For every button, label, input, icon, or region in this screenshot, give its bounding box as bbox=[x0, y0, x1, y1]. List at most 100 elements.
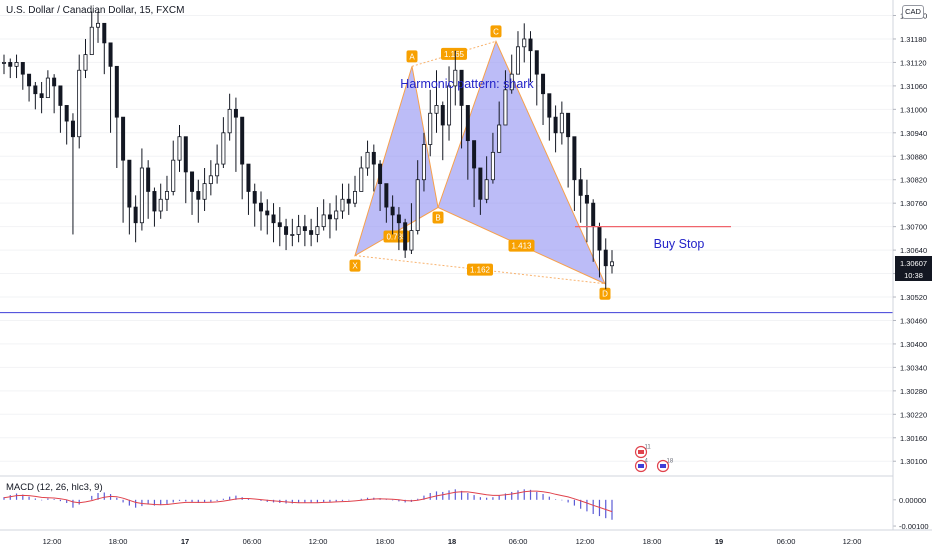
candle-body bbox=[591, 202, 596, 228]
price-tick-label: 1.30640 bbox=[900, 246, 927, 255]
price-tick-label: 1.30460 bbox=[900, 316, 927, 325]
pattern-point-x-marker[interactable] bbox=[349, 259, 361, 272]
candle bbox=[208, 160, 213, 196]
candle-body bbox=[190, 171, 195, 192]
pattern-ratio-line bbox=[411, 40, 497, 67]
candle bbox=[171, 140, 176, 196]
candle-body bbox=[515, 46, 520, 75]
time-tick-label: 06:00 bbox=[777, 537, 796, 546]
pattern-ratio-label: 1.413 bbox=[511, 242, 532, 251]
time-tick-label: 18 bbox=[448, 537, 456, 546]
candle-body bbox=[528, 38, 533, 52]
candle-body bbox=[27, 73, 32, 87]
candle-body bbox=[227, 108, 232, 134]
candle-body bbox=[478, 167, 483, 200]
pattern-ratio-badge[interactable] bbox=[508, 239, 535, 252]
candle bbox=[610, 250, 615, 274]
candle-body bbox=[171, 159, 176, 192]
macd-pane: 0.00000 -0.00100 bbox=[3, 489, 929, 531]
candle bbox=[591, 199, 596, 262]
candle bbox=[258, 191, 263, 231]
economic-events[interactable]: 11 4 18 bbox=[634, 445, 674, 473]
candle-body bbox=[578, 179, 583, 196]
candle-body bbox=[396, 214, 401, 224]
candle-body bbox=[240, 116, 245, 165]
candle-body bbox=[484, 179, 489, 200]
candle bbox=[459, 69, 464, 149]
candle bbox=[121, 116, 126, 223]
candle-body bbox=[346, 198, 351, 204]
price-levels[interactable] bbox=[0, 226, 893, 314]
pattern-point-label: A bbox=[409, 52, 415, 61]
candle-body bbox=[233, 108, 238, 118]
last-price-tag[interactable] bbox=[895, 256, 932, 269]
candle bbox=[465, 105, 470, 180]
pattern-point-a-marker[interactable] bbox=[406, 50, 418, 63]
candle-body bbox=[434, 105, 439, 114]
candle-body bbox=[459, 69, 464, 106]
candle-body bbox=[359, 167, 364, 192]
time-tick-label: 12:00 bbox=[309, 537, 328, 546]
harmonic-pattern[interactable]: X A B C D 1.165 0.785 1.413 1.162 bbox=[349, 25, 611, 300]
pattern-ratio-badge[interactable] bbox=[383, 230, 410, 243]
candle bbox=[102, 22, 107, 75]
price-tick-label: 1.30100 bbox=[900, 457, 927, 466]
candle-body bbox=[603, 249, 608, 267]
candle-body bbox=[321, 214, 326, 228]
candle-body bbox=[547, 93, 552, 118]
pattern-ratio-badge[interactable] bbox=[441, 47, 467, 60]
candle bbox=[559, 101, 564, 145]
price-axis[interactable]: 1.312401.311801.311201.310601.310001.309… bbox=[892, 0, 932, 530]
candle bbox=[246, 163, 251, 215]
candle-body bbox=[365, 151, 370, 169]
pattern-point-d-marker[interactable] bbox=[599, 287, 611, 300]
candle-body bbox=[584, 194, 589, 204]
price-tick-label: 1.31060 bbox=[900, 82, 927, 91]
candle-body bbox=[89, 26, 94, 56]
candle bbox=[447, 66, 452, 141]
candle-body bbox=[164, 191, 169, 200]
pattern-ratio-label: 1.165 bbox=[444, 50, 465, 59]
currency-badge[interactable]: CAD bbox=[902, 5, 924, 19]
candle-body bbox=[177, 136, 182, 161]
candle-body bbox=[302, 226, 307, 231]
candle bbox=[139, 148, 144, 231]
candle-body bbox=[133, 206, 138, 224]
candle-body bbox=[353, 191, 358, 204]
candle-body bbox=[64, 105, 69, 122]
pattern-title: Harmonic pattern: shark bbox=[400, 77, 534, 91]
time-tick-label: 12:00 bbox=[843, 537, 862, 546]
candle bbox=[472, 140, 477, 208]
candle-body bbox=[534, 50, 539, 75]
candle bbox=[421, 132, 426, 192]
pattern-point-b-marker[interactable] bbox=[432, 211, 444, 224]
candle-body bbox=[2, 62, 7, 64]
candle bbox=[509, 54, 514, 94]
candle bbox=[409, 203, 414, 255]
candle bbox=[271, 203, 276, 243]
candle-body bbox=[566, 112, 571, 138]
pattern-ratio-badge[interactable] bbox=[467, 263, 493, 276]
price-tick-label: 1.31180 bbox=[900, 35, 927, 44]
pattern-point-c-marker[interactable] bbox=[490, 25, 502, 38]
candle-body bbox=[102, 22, 107, 44]
candle bbox=[428, 89, 433, 157]
candle bbox=[77, 54, 82, 149]
countdown-tag bbox=[895, 269, 932, 281]
price-tick-label: 1.30160 bbox=[900, 434, 927, 443]
time-axis[interactable]: 12:00 18:00 17 06:00 12:00 18:00 18 06:00 12:00 1… bbox=[0, 529, 932, 546]
candle-body bbox=[246, 163, 251, 192]
candle bbox=[553, 105, 558, 153]
macd-signal-line bbox=[3, 490, 613, 513]
event-flag-us-icon[interactable]: 4 bbox=[634, 459, 649, 473]
candle bbox=[566, 112, 571, 188]
time-tick-label: 18:00 bbox=[376, 537, 395, 546]
candle-body bbox=[509, 73, 514, 91]
event-flag-ca-icon[interactable]: 11 bbox=[634, 445, 652, 459]
pattern-point-label: D bbox=[602, 290, 608, 299]
candle bbox=[2, 54, 7, 75]
event-flag-us-icon[interactable]: 18 bbox=[656, 459, 674, 473]
grid bbox=[0, 15, 893, 477]
